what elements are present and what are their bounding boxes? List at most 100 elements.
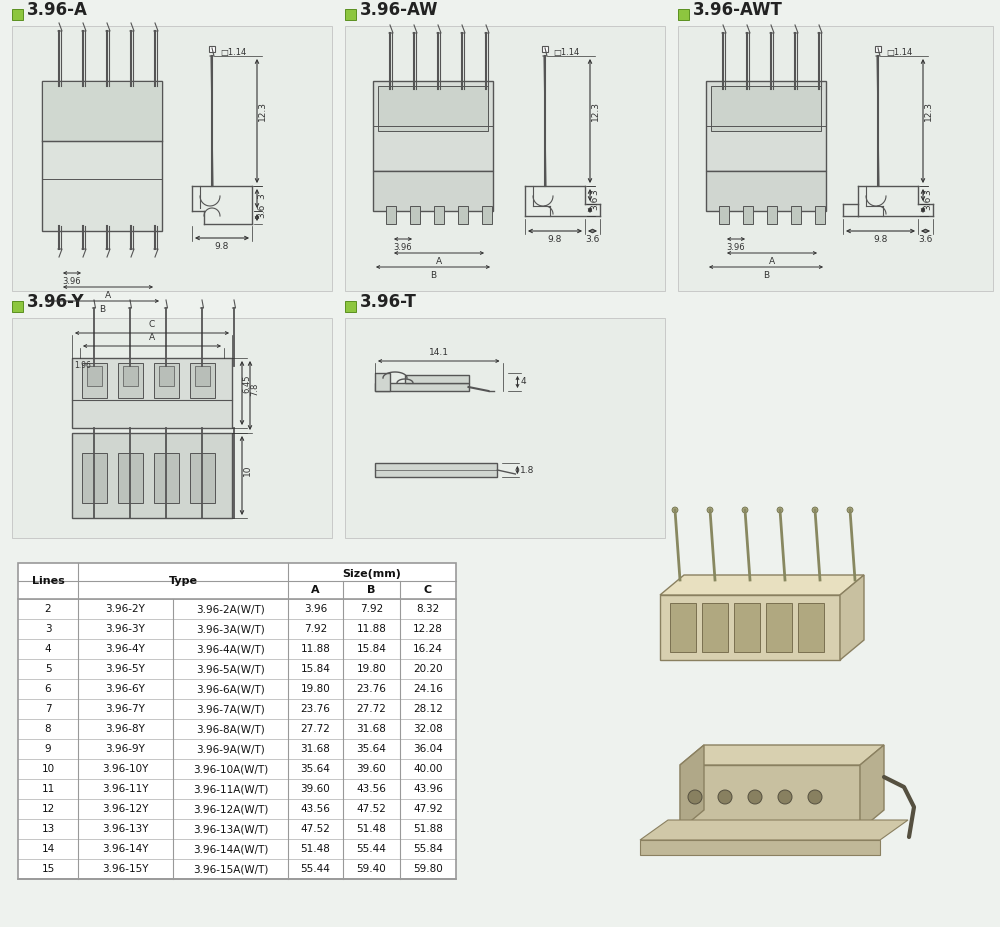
Text: A: A (769, 257, 775, 266)
Polygon shape (640, 840, 880, 855)
Text: 12.3: 12.3 (258, 101, 266, 121)
Bar (373, 171, 493, 211)
Text: 9.8: 9.8 (215, 242, 229, 251)
Text: 3.96-7A(W/T): 3.96-7A(W/T) (196, 704, 265, 714)
Text: 39.60: 39.60 (357, 764, 386, 774)
Bar (87, 366, 102, 386)
Text: 59.40: 59.40 (357, 864, 386, 874)
Circle shape (847, 507, 853, 513)
Text: 15.84: 15.84 (357, 644, 386, 654)
Text: 3.6: 3.6 (590, 196, 600, 210)
Text: 3.96: 3.96 (63, 277, 81, 286)
Text: 59.80: 59.80 (413, 864, 443, 874)
Text: 9: 9 (45, 744, 51, 754)
Text: 3.96-10Y: 3.96-10Y (102, 764, 149, 774)
Bar (154, 363, 179, 398)
Text: 11.88: 11.88 (357, 624, 386, 634)
Text: Lines: Lines (32, 576, 64, 586)
Text: 10: 10 (41, 764, 55, 774)
Text: 3: 3 (258, 193, 266, 198)
Text: 12.3: 12.3 (924, 101, 932, 121)
Bar (12, 9, 23, 20)
Text: 15.84: 15.84 (301, 664, 330, 674)
Circle shape (742, 507, 748, 513)
Text: 24.16: 24.16 (413, 684, 443, 694)
Text: 3.96: 3.96 (727, 243, 745, 252)
Text: A: A (436, 257, 442, 266)
Bar (154, 453, 179, 503)
Text: 3.96-A: 3.96-A (27, 1, 88, 19)
Text: 3.96-14A(W/T): 3.96-14A(W/T) (193, 844, 268, 854)
Text: 7.92: 7.92 (360, 604, 383, 614)
Text: 19.80: 19.80 (357, 664, 386, 674)
Bar (542, 46, 548, 52)
Text: 3.96-Y: 3.96-Y (27, 293, 85, 311)
Bar (375, 373, 390, 391)
Text: 3.96-2A(W/T): 3.96-2A(W/T) (196, 604, 265, 614)
Text: 3.96-9Y: 3.96-9Y (106, 744, 145, 754)
Bar (386, 206, 396, 224)
Text: 3.96-7Y: 3.96-7Y (106, 704, 145, 714)
Bar (458, 206, 468, 224)
Bar (734, 603, 760, 652)
Polygon shape (640, 820, 908, 840)
Bar (82, 453, 107, 503)
Bar (434, 206, 444, 224)
Text: 51.48: 51.48 (357, 824, 386, 834)
Bar (72, 433, 232, 518)
Bar (678, 26, 993, 291)
Text: 35.64: 35.64 (301, 764, 330, 774)
Text: 31.68: 31.68 (357, 724, 386, 734)
Text: 6: 6 (45, 684, 51, 694)
Bar (766, 603, 792, 652)
Bar (706, 171, 826, 211)
Text: 3.96-AW: 3.96-AW (360, 1, 438, 19)
Text: 47.92: 47.92 (413, 804, 443, 814)
Text: 7: 7 (45, 704, 51, 714)
Text: 19.80: 19.80 (301, 684, 330, 694)
Text: 4: 4 (520, 377, 526, 387)
Bar (375, 383, 468, 391)
Text: 4: 4 (45, 644, 51, 654)
Text: 1.96: 1.96 (74, 361, 91, 370)
Text: 12.28: 12.28 (413, 624, 443, 634)
Bar (678, 9, 689, 20)
Bar (719, 206, 729, 224)
Text: 3.96-9A(W/T): 3.96-9A(W/T) (196, 744, 265, 754)
Text: 1.8: 1.8 (520, 465, 535, 475)
Bar (405, 375, 468, 383)
Text: 3.96-3Y: 3.96-3Y (106, 624, 145, 634)
Text: 3.96-15A(W/T): 3.96-15A(W/T) (193, 864, 268, 874)
Bar (345, 26, 665, 291)
Text: 3.96-T: 3.96-T (360, 293, 417, 311)
Bar (706, 81, 826, 171)
Text: B: B (763, 271, 769, 280)
Text: 3.96-3A(W/T): 3.96-3A(W/T) (196, 624, 265, 634)
Bar (791, 206, 801, 224)
Text: 51.48: 51.48 (301, 844, 330, 854)
Text: 43.56: 43.56 (357, 784, 386, 794)
Text: 23.76: 23.76 (357, 684, 386, 694)
Text: 3.96-10A(W/T): 3.96-10A(W/T) (193, 764, 268, 774)
Text: 3.96: 3.96 (304, 604, 327, 614)
Bar (118, 363, 143, 398)
Bar (72, 358, 232, 428)
Text: 9.8: 9.8 (873, 235, 888, 244)
Text: B: B (99, 305, 105, 314)
Bar (209, 46, 215, 52)
Bar (373, 81, 493, 171)
Circle shape (707, 507, 713, 513)
Bar (123, 366, 138, 386)
Bar (660, 595, 840, 660)
Text: 8: 8 (45, 724, 51, 734)
Text: 55.44: 55.44 (301, 864, 330, 874)
Text: Size(mm): Size(mm) (343, 569, 401, 578)
Bar (798, 603, 824, 652)
Text: 3.96-2Y: 3.96-2Y (106, 604, 145, 614)
Text: 11: 11 (41, 784, 55, 794)
Bar (18, 563, 456, 879)
Bar (345, 9, 356, 20)
Text: 3.96-6A(W/T): 3.96-6A(W/T) (196, 684, 265, 694)
Bar (118, 453, 143, 503)
Text: 32.08: 32.08 (413, 724, 443, 734)
